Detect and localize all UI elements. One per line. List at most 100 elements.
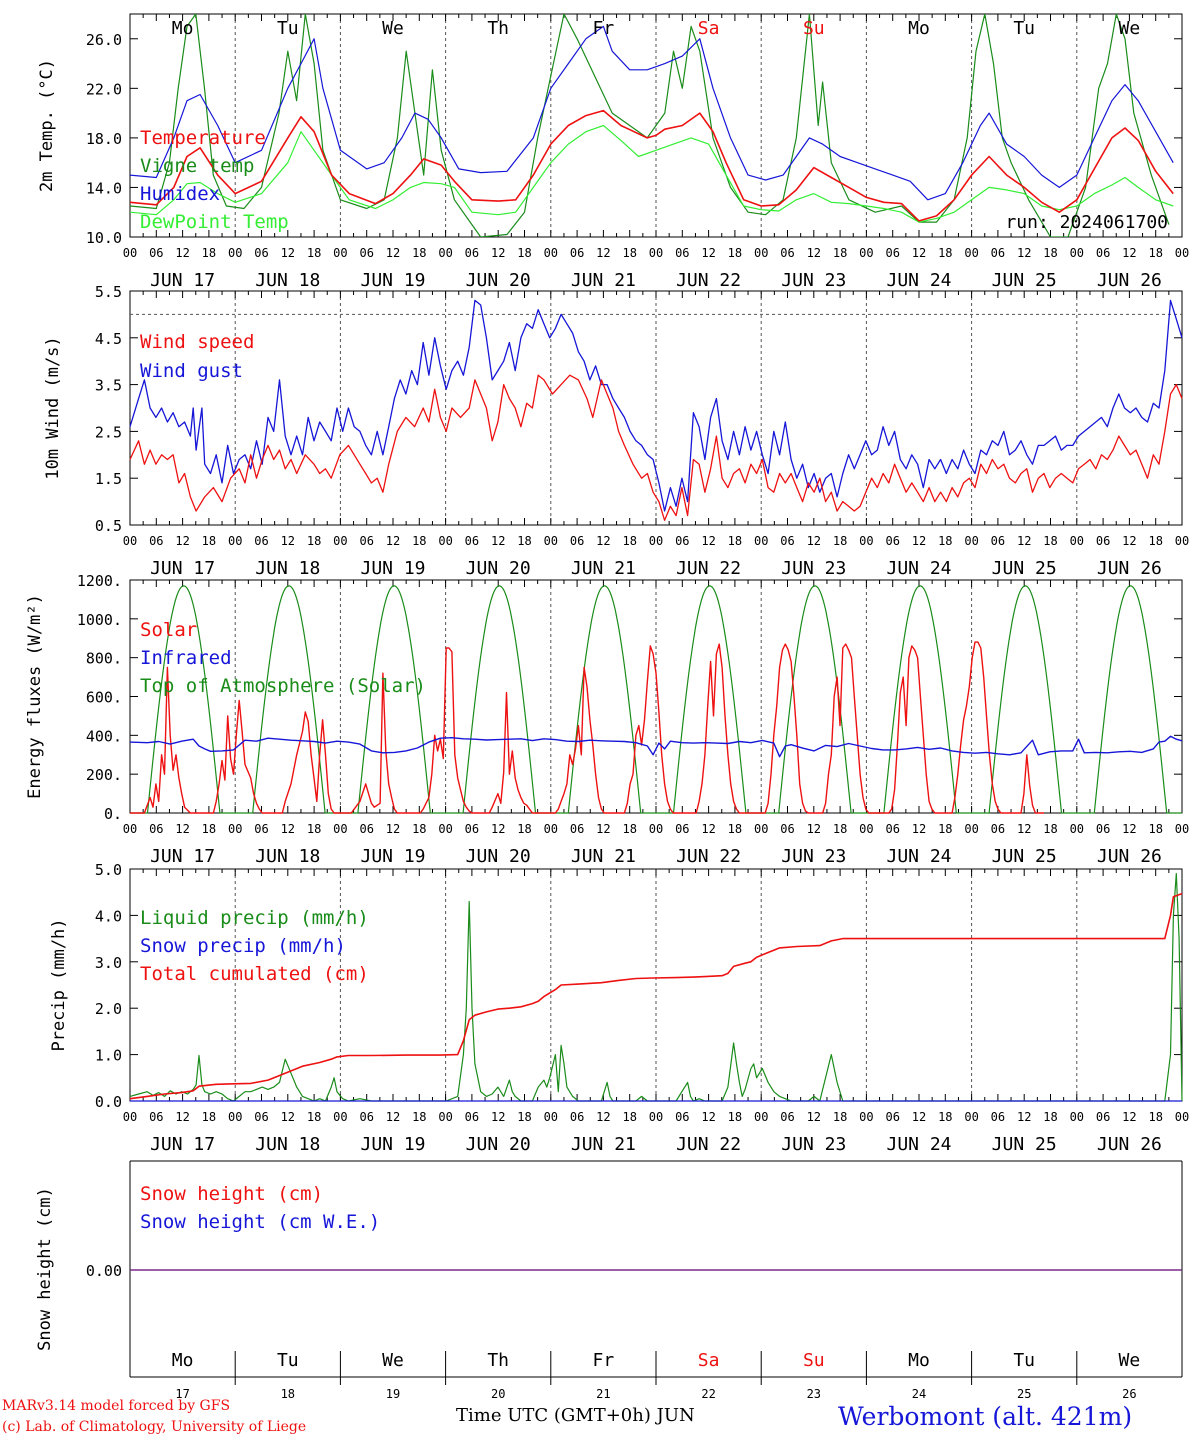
hour-tick-label: 12 bbox=[912, 534, 926, 548]
series-line-solar bbox=[130, 641, 1044, 814]
hour-tick-label: 06 bbox=[885, 1110, 899, 1124]
hour-tick-label: 00 bbox=[1070, 1110, 1084, 1124]
series-line-wind-gust bbox=[129, 299, 1183, 512]
hour-tick-label: 12 bbox=[491, 534, 505, 548]
hour-tick-label: 00 bbox=[964, 246, 978, 260]
hour-tick-label: 06 bbox=[991, 822, 1005, 836]
legend-entry: Solar bbox=[140, 619, 197, 641]
hour-tick-label: 00 bbox=[859, 822, 873, 836]
hour-tick-label: 18 bbox=[1148, 822, 1162, 836]
hour-tick-label: 00 bbox=[649, 534, 663, 548]
y-tick-label: 4.5 bbox=[95, 330, 122, 348]
hour-tick-label: 06 bbox=[885, 822, 899, 836]
date-label: JUN 22 bbox=[676, 1134, 741, 1155]
hour-tick-label: 18 bbox=[728, 246, 742, 260]
date-label: JUN 26 bbox=[1097, 846, 1162, 867]
hour-tick-label: 06 bbox=[254, 822, 268, 836]
hour-tick-label: 00 bbox=[438, 822, 452, 836]
hour-tick-label: 06 bbox=[1096, 246, 1110, 260]
hour-tick-label: 12 bbox=[491, 822, 505, 836]
series-line-dewpoint-temp bbox=[130, 124, 1174, 223]
weekday-footer: Mo bbox=[172, 1350, 194, 1371]
hour-tick-label: 18 bbox=[622, 534, 636, 548]
hour-tick-label: 06 bbox=[885, 246, 899, 260]
hour-tick-label: 00 bbox=[964, 1110, 978, 1124]
hour-tick-label: 12 bbox=[807, 1110, 821, 1124]
hour-tick-label: 18 bbox=[202, 1110, 216, 1124]
y-tick-label: 22.0 bbox=[86, 80, 122, 98]
y-axis-label: 10m Wind (m/s) bbox=[43, 336, 63, 479]
hour-tick-label: 00 bbox=[123, 1110, 137, 1124]
hour-tick-label: 06 bbox=[570, 1110, 584, 1124]
day-number: 24 bbox=[912, 1387, 926, 1401]
precip-panel: 00 06 12 18 JUN 17 00 06 12 18 JUN 18 00 06 12 18 JUN … bbox=[49, 861, 1189, 1155]
hour-tick-label: 18 bbox=[1043, 822, 1057, 836]
hour-tick-label: 18 bbox=[938, 1110, 952, 1124]
day-number: 22 bbox=[701, 1387, 715, 1401]
hour-tick-label: 06 bbox=[149, 822, 163, 836]
day-number: 19 bbox=[386, 1387, 400, 1401]
hour-tick-label: 12 bbox=[1017, 822, 1031, 836]
hour-tick-label: 06 bbox=[570, 246, 584, 260]
hour-tick-label: 06 bbox=[570, 534, 584, 548]
weekday-header: Mo bbox=[908, 18, 930, 39]
hour-tick-label: 06 bbox=[780, 1110, 794, 1124]
day-number: 21 bbox=[596, 1387, 610, 1401]
weekday-header: Su bbox=[803, 18, 825, 39]
y-tick-label: 1.0 bbox=[95, 1047, 122, 1065]
y-tick-label: 3.5 bbox=[95, 377, 122, 395]
y-tick-label: 1200. bbox=[77, 572, 122, 590]
hour-tick-label: 06 bbox=[359, 534, 373, 548]
hour-tick-label: 18 bbox=[202, 822, 216, 836]
hour-tick-label: 12 bbox=[1017, 246, 1031, 260]
credit-line-1: MARv3.14 model forced by GFS bbox=[2, 1398, 231, 1414]
date-label: JUN 17 bbox=[150, 558, 215, 579]
hour-tick-label: 06 bbox=[149, 246, 163, 260]
weekday-footer: Tu bbox=[277, 1350, 299, 1371]
legend-entry: DewPoint Temp bbox=[140, 211, 289, 233]
date-label: JUN 26 bbox=[1097, 558, 1162, 579]
hour-tick-label: 00 bbox=[333, 246, 347, 260]
hour-tick-label: 06 bbox=[675, 246, 689, 260]
hour-tick-label: 12 bbox=[1017, 534, 1031, 548]
weekday-header: Tu bbox=[277, 18, 299, 39]
hour-tick-label: 12 bbox=[386, 1110, 400, 1124]
date-label: JUN 19 bbox=[360, 270, 425, 291]
day-number: 26 bbox=[1122, 1387, 1136, 1401]
hour-tick-label: 06 bbox=[991, 534, 1005, 548]
hour-tick-label: 18 bbox=[1148, 246, 1162, 260]
hour-tick-label: 00 bbox=[1175, 534, 1189, 548]
y-tick-label: 3.0 bbox=[95, 954, 122, 972]
temperature-panel: 00 06 12 18 JUN 17 00 06 12 18 JUN 18 00 06 12 18 JUN … bbox=[37, 13, 1189, 291]
hour-tick-label: 06 bbox=[465, 246, 479, 260]
hour-tick-label: 18 bbox=[307, 534, 321, 548]
date-label: JUN 24 bbox=[886, 558, 951, 579]
hour-tick-label: 00 bbox=[1175, 1110, 1189, 1124]
date-label: JUN 18 bbox=[255, 846, 320, 867]
hour-tick-label: 06 bbox=[570, 822, 584, 836]
y-tick-label: 5.5 bbox=[95, 283, 122, 301]
y-tick-label: 4.0 bbox=[95, 907, 122, 925]
date-label: JUN 22 bbox=[676, 270, 741, 291]
hour-tick-label: 12 bbox=[807, 534, 821, 548]
hour-tick-label: 12 bbox=[701, 246, 715, 260]
hour-tick-label: 00 bbox=[228, 534, 242, 548]
hour-tick-label: 18 bbox=[1148, 1110, 1162, 1124]
hour-tick-label: 00 bbox=[544, 534, 558, 548]
hour-tick-label: 00 bbox=[754, 534, 768, 548]
hour-tick-label: 00 bbox=[228, 1110, 242, 1124]
weekday-footer: Fr bbox=[593, 1350, 615, 1371]
hour-tick-label: 12 bbox=[491, 1110, 505, 1124]
series-line-top-of-atmosphere bbox=[130, 585, 1182, 814]
weekday-header: Sa bbox=[698, 18, 720, 39]
hour-tick-label: 00 bbox=[1070, 534, 1084, 548]
hour-tick-label: 00 bbox=[754, 1110, 768, 1124]
hour-tick-label: 18 bbox=[622, 1110, 636, 1124]
y-tick-label: 400. bbox=[86, 727, 122, 745]
hour-tick-label: 06 bbox=[1096, 822, 1110, 836]
y-tick-label: 10.0 bbox=[86, 229, 122, 247]
legend-entry: Wind speed bbox=[140, 331, 254, 353]
hour-tick-label: 00 bbox=[649, 246, 663, 260]
date-label: JUN 25 bbox=[992, 1134, 1057, 1155]
weekday-footer: Mo bbox=[908, 1350, 930, 1371]
